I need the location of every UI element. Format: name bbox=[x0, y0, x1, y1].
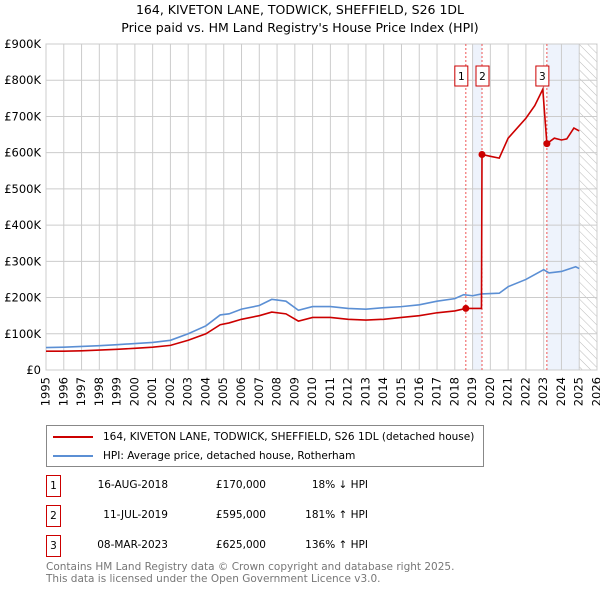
x-tick-label: 2016 bbox=[412, 377, 426, 406]
sale-hpi: 18% ↓ HPI bbox=[311, 479, 368, 491]
sale-label: 3 bbox=[539, 71, 546, 83]
legend-label: 164, KIVETON LANE, TODWICK, SHEFFIELD, S… bbox=[103, 431, 475, 443]
x-tick-label: 2015 bbox=[394, 377, 408, 406]
sale-point bbox=[462, 304, 470, 312]
y-tick-label: £500K bbox=[4, 182, 41, 196]
sale-label-box bbox=[475, 65, 490, 87]
x-tick-label: 2002 bbox=[163, 377, 177, 406]
y-tick-label: £400K bbox=[4, 218, 41, 232]
sale-date: 16-AUG-2018 bbox=[97, 479, 168, 491]
x-tick-label: 2001 bbox=[145, 377, 159, 406]
shaded-range bbox=[546, 44, 580, 370]
chart-title: 164, KIVETON LANE, TODWICK, SHEFFIELD, S… bbox=[135, 2, 465, 17]
y-tick-label: £900K bbox=[4, 37, 41, 51]
x-tick-label: 1999 bbox=[110, 377, 124, 406]
sale-row: 3 08-MAR-2023 £625,000 136% ↑ HPI bbox=[46, 535, 446, 557]
forecast-hatch bbox=[579, 44, 597, 370]
x-tick-label: 2009 bbox=[287, 377, 301, 406]
x-tick-label: 1995 bbox=[39, 377, 53, 406]
x-tick-label: 2014 bbox=[376, 377, 390, 406]
sale-badge: 3 bbox=[46, 535, 61, 557]
x-tick-label: 2011 bbox=[323, 377, 337, 406]
sale-point bbox=[478, 150, 486, 158]
x-tick-label: 1998 bbox=[92, 377, 106, 406]
x-tick-label: 2006 bbox=[234, 377, 248, 406]
sale-date: 08-MAR-2023 bbox=[97, 539, 168, 551]
sale-price: £595,000 bbox=[215, 509, 266, 521]
x-tick-label: 2012 bbox=[341, 377, 355, 406]
sale-badge: 2 bbox=[46, 505, 61, 527]
sale-row: 2 11-JUL-2019 £595,000 181% ↑ HPI bbox=[46, 505, 446, 527]
footer-line: Contains HM Land Registry data © Crown c… bbox=[46, 561, 455, 573]
sale-label-box bbox=[454, 65, 469, 87]
legend-item-property: 164, KIVETON LANE, TODWICK, SHEFFIELD, S… bbox=[53, 428, 474, 446]
x-tick-label: 2004 bbox=[198, 377, 212, 406]
footer-line: This data is licensed under the Open Gov… bbox=[46, 573, 381, 585]
x-tick-label: 2020 bbox=[483, 377, 497, 406]
x-tick-label: 2013 bbox=[358, 377, 372, 406]
sale-date: 11-JUL-2019 bbox=[103, 509, 168, 521]
legend-item-hpi: HPI: Average price, detached house, Roth… bbox=[53, 447, 355, 465]
footer: Contains HM Land Registry data © Crown c… bbox=[46, 561, 454, 585]
x-tick-label: 2022 bbox=[518, 377, 532, 406]
sale-label: 1 bbox=[458, 71, 465, 83]
y-tick-label: £0 bbox=[26, 363, 41, 377]
series-line bbox=[46, 86, 580, 352]
x-tick-label: 2003 bbox=[181, 377, 195, 406]
sale-price: £625,000 bbox=[215, 539, 266, 551]
series-line bbox=[45, 265, 580, 349]
x-tick-label: 2008 bbox=[270, 377, 284, 406]
y-tick-label: £300K bbox=[4, 254, 41, 268]
x-tick-label: 2017 bbox=[430, 377, 444, 406]
x-tick-label: 2025 bbox=[572, 377, 586, 406]
sale-row: 1 16-AUG-2018 £170,000 18% ↓ HPI bbox=[46, 475, 446, 497]
sale-point bbox=[543, 140, 551, 148]
y-tick-label: £800K bbox=[4, 73, 41, 87]
x-tick-label: 2010 bbox=[305, 377, 319, 406]
price-chart: 1995 1996 1997 1998 1999 2000 2001 2002 2003 2004… bbox=[4, 37, 600, 406]
x-tick-label: 1997 bbox=[74, 377, 88, 406]
x-tick-label: 2000 bbox=[127, 377, 141, 406]
shaded-range bbox=[472, 44, 483, 370]
x-tick-label: 2026 bbox=[590, 377, 600, 406]
sale-badge: 1 bbox=[46, 475, 61, 497]
x-tick-label: 2023 bbox=[536, 377, 550, 406]
y-tick-label: £600K bbox=[4, 146, 41, 160]
sale-hpi: 136% ↑ HPI bbox=[305, 539, 368, 551]
legend-swatch-blue bbox=[53, 455, 93, 457]
x-tick-label: 1996 bbox=[56, 377, 70, 406]
legend-label: HPI: Average price, detached house, Roth… bbox=[103, 450, 356, 462]
y-tick-label: £100K bbox=[4, 327, 41, 341]
y-tick-label: £200K bbox=[4, 291, 41, 305]
sale-label-box bbox=[535, 65, 550, 87]
sale-hpi: 181% ↑ HPI bbox=[305, 509, 368, 521]
legend: 164, KIVETON LANE, TODWICK, SHEFFIELD, S… bbox=[46, 425, 484, 467]
x-tick-label: 2019 bbox=[465, 377, 479, 406]
y-tick-label: £700K bbox=[4, 109, 41, 123]
x-tick-label: 2005 bbox=[216, 377, 230, 406]
legend-swatch-red bbox=[53, 436, 93, 438]
x-tick-label: 2021 bbox=[501, 377, 515, 406]
x-tick-label: 2007 bbox=[252, 377, 266, 406]
chart-subtitle: Price paid vs. HM Land Registry's House … bbox=[121, 20, 479, 35]
x-tick-label: 2024 bbox=[554, 377, 568, 406]
sale-label: 2 bbox=[479, 71, 486, 83]
plot-frame bbox=[45, 43, 598, 371]
x-tick-label: 2018 bbox=[447, 377, 461, 406]
sale-price: £170,000 bbox=[215, 479, 266, 491]
